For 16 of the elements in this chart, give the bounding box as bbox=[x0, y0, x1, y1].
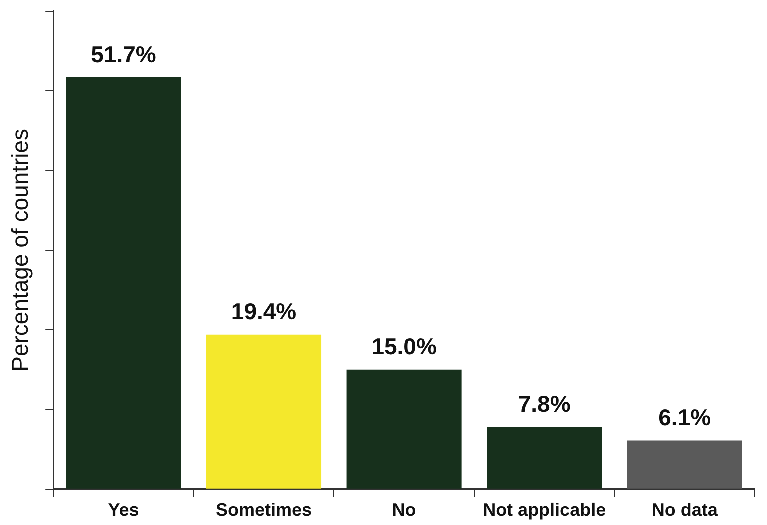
data-label: 7.8% bbox=[518, 391, 571, 418]
y-axis-title: Percentage of countries bbox=[7, 128, 34, 372]
x-tick-label: Not applicable bbox=[483, 500, 606, 520]
data-label: 6.1% bbox=[658, 404, 712, 431]
bar bbox=[627, 440, 742, 489]
data-label: 51.7% bbox=[91, 41, 156, 68]
bar bbox=[487, 427, 602, 489]
data-label: 15.0% bbox=[372, 334, 437, 360]
bar bbox=[346, 370, 462, 489]
x-tick-label: Yes bbox=[108, 500, 140, 520]
bar bbox=[206, 334, 322, 489]
data-label: 19.4% bbox=[231, 298, 297, 325]
x-tick-label: No bbox=[392, 500, 416, 520]
x-tick-label: Sometimes bbox=[216, 500, 312, 520]
x-tick-label: No data bbox=[652, 500, 719, 520]
bar bbox=[66, 78, 182, 489]
